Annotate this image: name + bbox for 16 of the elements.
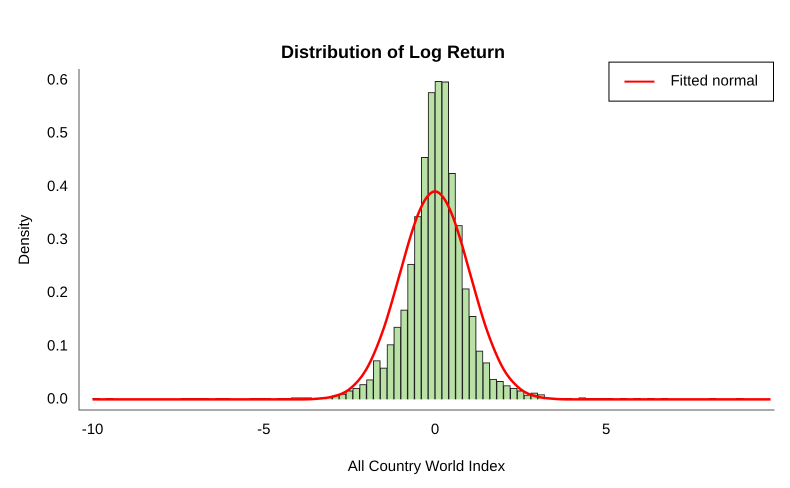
y-axis-title: Density [16,214,34,265]
x-tick-label: -5 [257,421,270,438]
chart-title: Distribution of Log Return [281,42,505,62]
legend-label: Fitted normal [670,72,758,90]
y-tick-label: 0.0 [46,390,68,408]
x-tick-label: 5 [602,421,610,438]
y-tick-label: 0.6 [46,71,68,88]
line-series [91,190,772,401]
y-tick-label: 0.5 [46,124,68,142]
y-tick-label: 0.1 [46,337,68,354]
x-tick-label: -10 [82,421,104,438]
y-tick-label: 0.2 [46,284,68,302]
y-tick-label: 0.4 [46,178,68,195]
x-tick-label: 0 [430,421,440,438]
y-tick-label: 0.3 [46,230,68,248]
x-axis-title: All Country World Index [348,458,506,476]
